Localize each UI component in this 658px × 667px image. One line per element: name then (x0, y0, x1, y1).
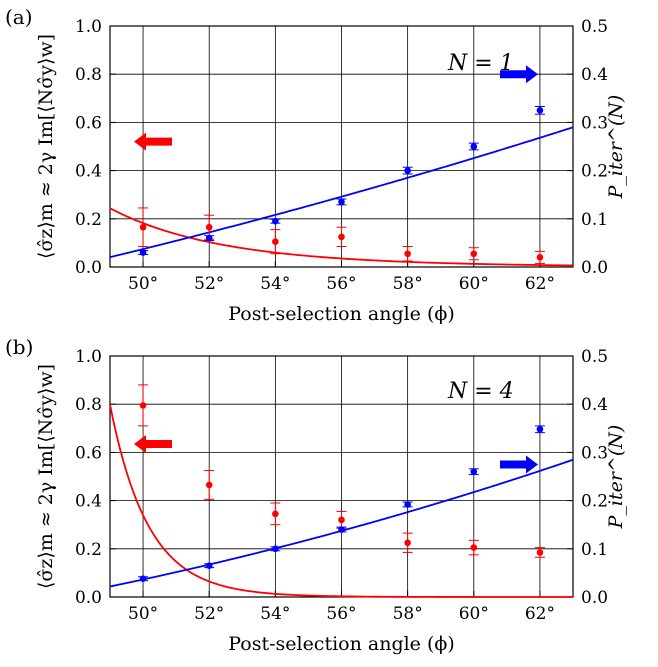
y-left-tick-label: 0.4 (75, 492, 102, 512)
y-right-tick-label: 0.2 (581, 492, 608, 512)
data-point (139, 249, 147, 256)
y-right-tick-label: 0.4 (581, 65, 608, 85)
y-right-axis-label: P_iter^(N) (605, 95, 627, 200)
right-arrow-icon (500, 455, 538, 474)
panel-label: (b) (5, 335, 33, 359)
data-point (470, 468, 478, 475)
y-right-tick-label: 0.3 (581, 113, 608, 133)
left-arrow-icon (134, 434, 172, 453)
data-point (536, 254, 544, 261)
data-point (205, 223, 213, 231)
left-arrow-icon (134, 132, 172, 151)
data-point (272, 545, 279, 553)
data-point (338, 198, 345, 206)
data-point (536, 107, 544, 114)
y-left-tick-label: 0.6 (75, 443, 102, 463)
y-right-axis-label: P_iter^(N) (605, 425, 627, 530)
data-point (338, 233, 345, 241)
data-point (205, 234, 213, 242)
y-left-tick-label: 0.2 (75, 540, 102, 560)
n-annotation: N = 1 (447, 51, 514, 76)
series-0-points (138, 384, 545, 558)
data-point (404, 539, 411, 547)
x-tick-label: 52° (194, 604, 224, 624)
y-left-tick-label: 0.0 (75, 588, 102, 608)
x-tick-label: 62° (525, 604, 555, 624)
x-tick-label: 60° (459, 274, 489, 294)
fit-curve-series-0 (109, 207, 574, 267)
y-left-tick-label: 0.8 (75, 65, 102, 85)
y-right-tick-label: 0.5 (581, 17, 608, 37)
data-point (536, 425, 544, 433)
x-tick-label: 54° (260, 274, 290, 294)
y-right-tick-label: 0.4 (581, 395, 608, 415)
panel-a: 0.0 0.2 0.4 0.6 0.8 1.0 0.0 0.1 0.2 0.3 0.4 0.5 50° 5… (5, 5, 627, 325)
y-right-tick-label: 0.1 (581, 210, 608, 230)
y-right-tick-label: 0.1 (581, 540, 608, 560)
x-tick-label: 54° (260, 604, 290, 624)
series-1-points (138, 425, 545, 582)
y-left-tick-label: 0.2 (75, 210, 102, 230)
data-point (205, 562, 213, 569)
data-point (470, 250, 478, 258)
x-tick-label: 60° (459, 604, 489, 624)
x-tick-label: 56° (326, 604, 356, 624)
y-left-tick-label: 0.8 (75, 395, 102, 415)
y-right-tick-label: 0.3 (581, 443, 608, 463)
x-tick-label: 52° (194, 274, 224, 294)
panel-label: (a) (5, 5, 33, 29)
y-left-tick-label: 0.4 (75, 162, 102, 182)
data-point (404, 501, 411, 508)
x-tick-label: 50° (128, 604, 158, 624)
y-right-tick-label: 0.5 (581, 347, 608, 367)
data-point (470, 544, 478, 551)
y-left-axis-label: ⟨σ̂z⟩m ≈ 2γ Im[⟨Nσ̂y⟩w] (35, 34, 57, 259)
y-left-tick-label: 0.6 (75, 113, 102, 133)
y-right-tick-label: 0.0 (581, 588, 608, 608)
n-annotation: N = 4 (447, 379, 514, 404)
series-1-points (138, 105, 545, 256)
data-point (272, 510, 279, 518)
fit-curve-series-1 (109, 126, 574, 259)
data-point (139, 402, 147, 409)
data-point (139, 223, 147, 231)
x-tick-label: 56° (326, 274, 356, 294)
x-axis-label: Post-selection angle (ϕ) (228, 303, 455, 325)
y-right-tick-label: 0.2 (581, 162, 608, 182)
data-point (338, 516, 345, 524)
data-point (470, 143, 478, 150)
x-axis-label: Post-selection angle (ϕ) (228, 633, 455, 655)
data-point (404, 167, 411, 174)
y-left-tick-label: 1.0 (75, 347, 102, 367)
x-tick-label: 58° (393, 604, 423, 624)
y-right-tick-label: 0.0 (581, 258, 608, 278)
data-point (536, 549, 544, 556)
y-left-axis-label: ⟨σ̂z⟩m ≈ 2γ Im[⟨Nσ̂y⟩w] (35, 364, 57, 589)
y-left-tick-label: 0.0 (75, 258, 102, 278)
data-point (272, 217, 279, 225)
panel-b: 0.0 0.2 0.4 0.6 0.8 1.0 0.0 0.1 0.2 0.3 0.4 0.5 50° 5… (5, 335, 627, 655)
x-tick-label: 58° (393, 274, 423, 294)
x-tick-label: 50° (128, 274, 158, 294)
x-tick-label: 62° (525, 274, 555, 294)
data-point (205, 481, 213, 489)
data-point (139, 575, 147, 582)
y-left-tick-label: 1.0 (75, 17, 102, 37)
data-point (272, 238, 279, 245)
right-arrow-icon (500, 65, 538, 84)
data-point (338, 526, 345, 533)
data-point (404, 250, 411, 258)
